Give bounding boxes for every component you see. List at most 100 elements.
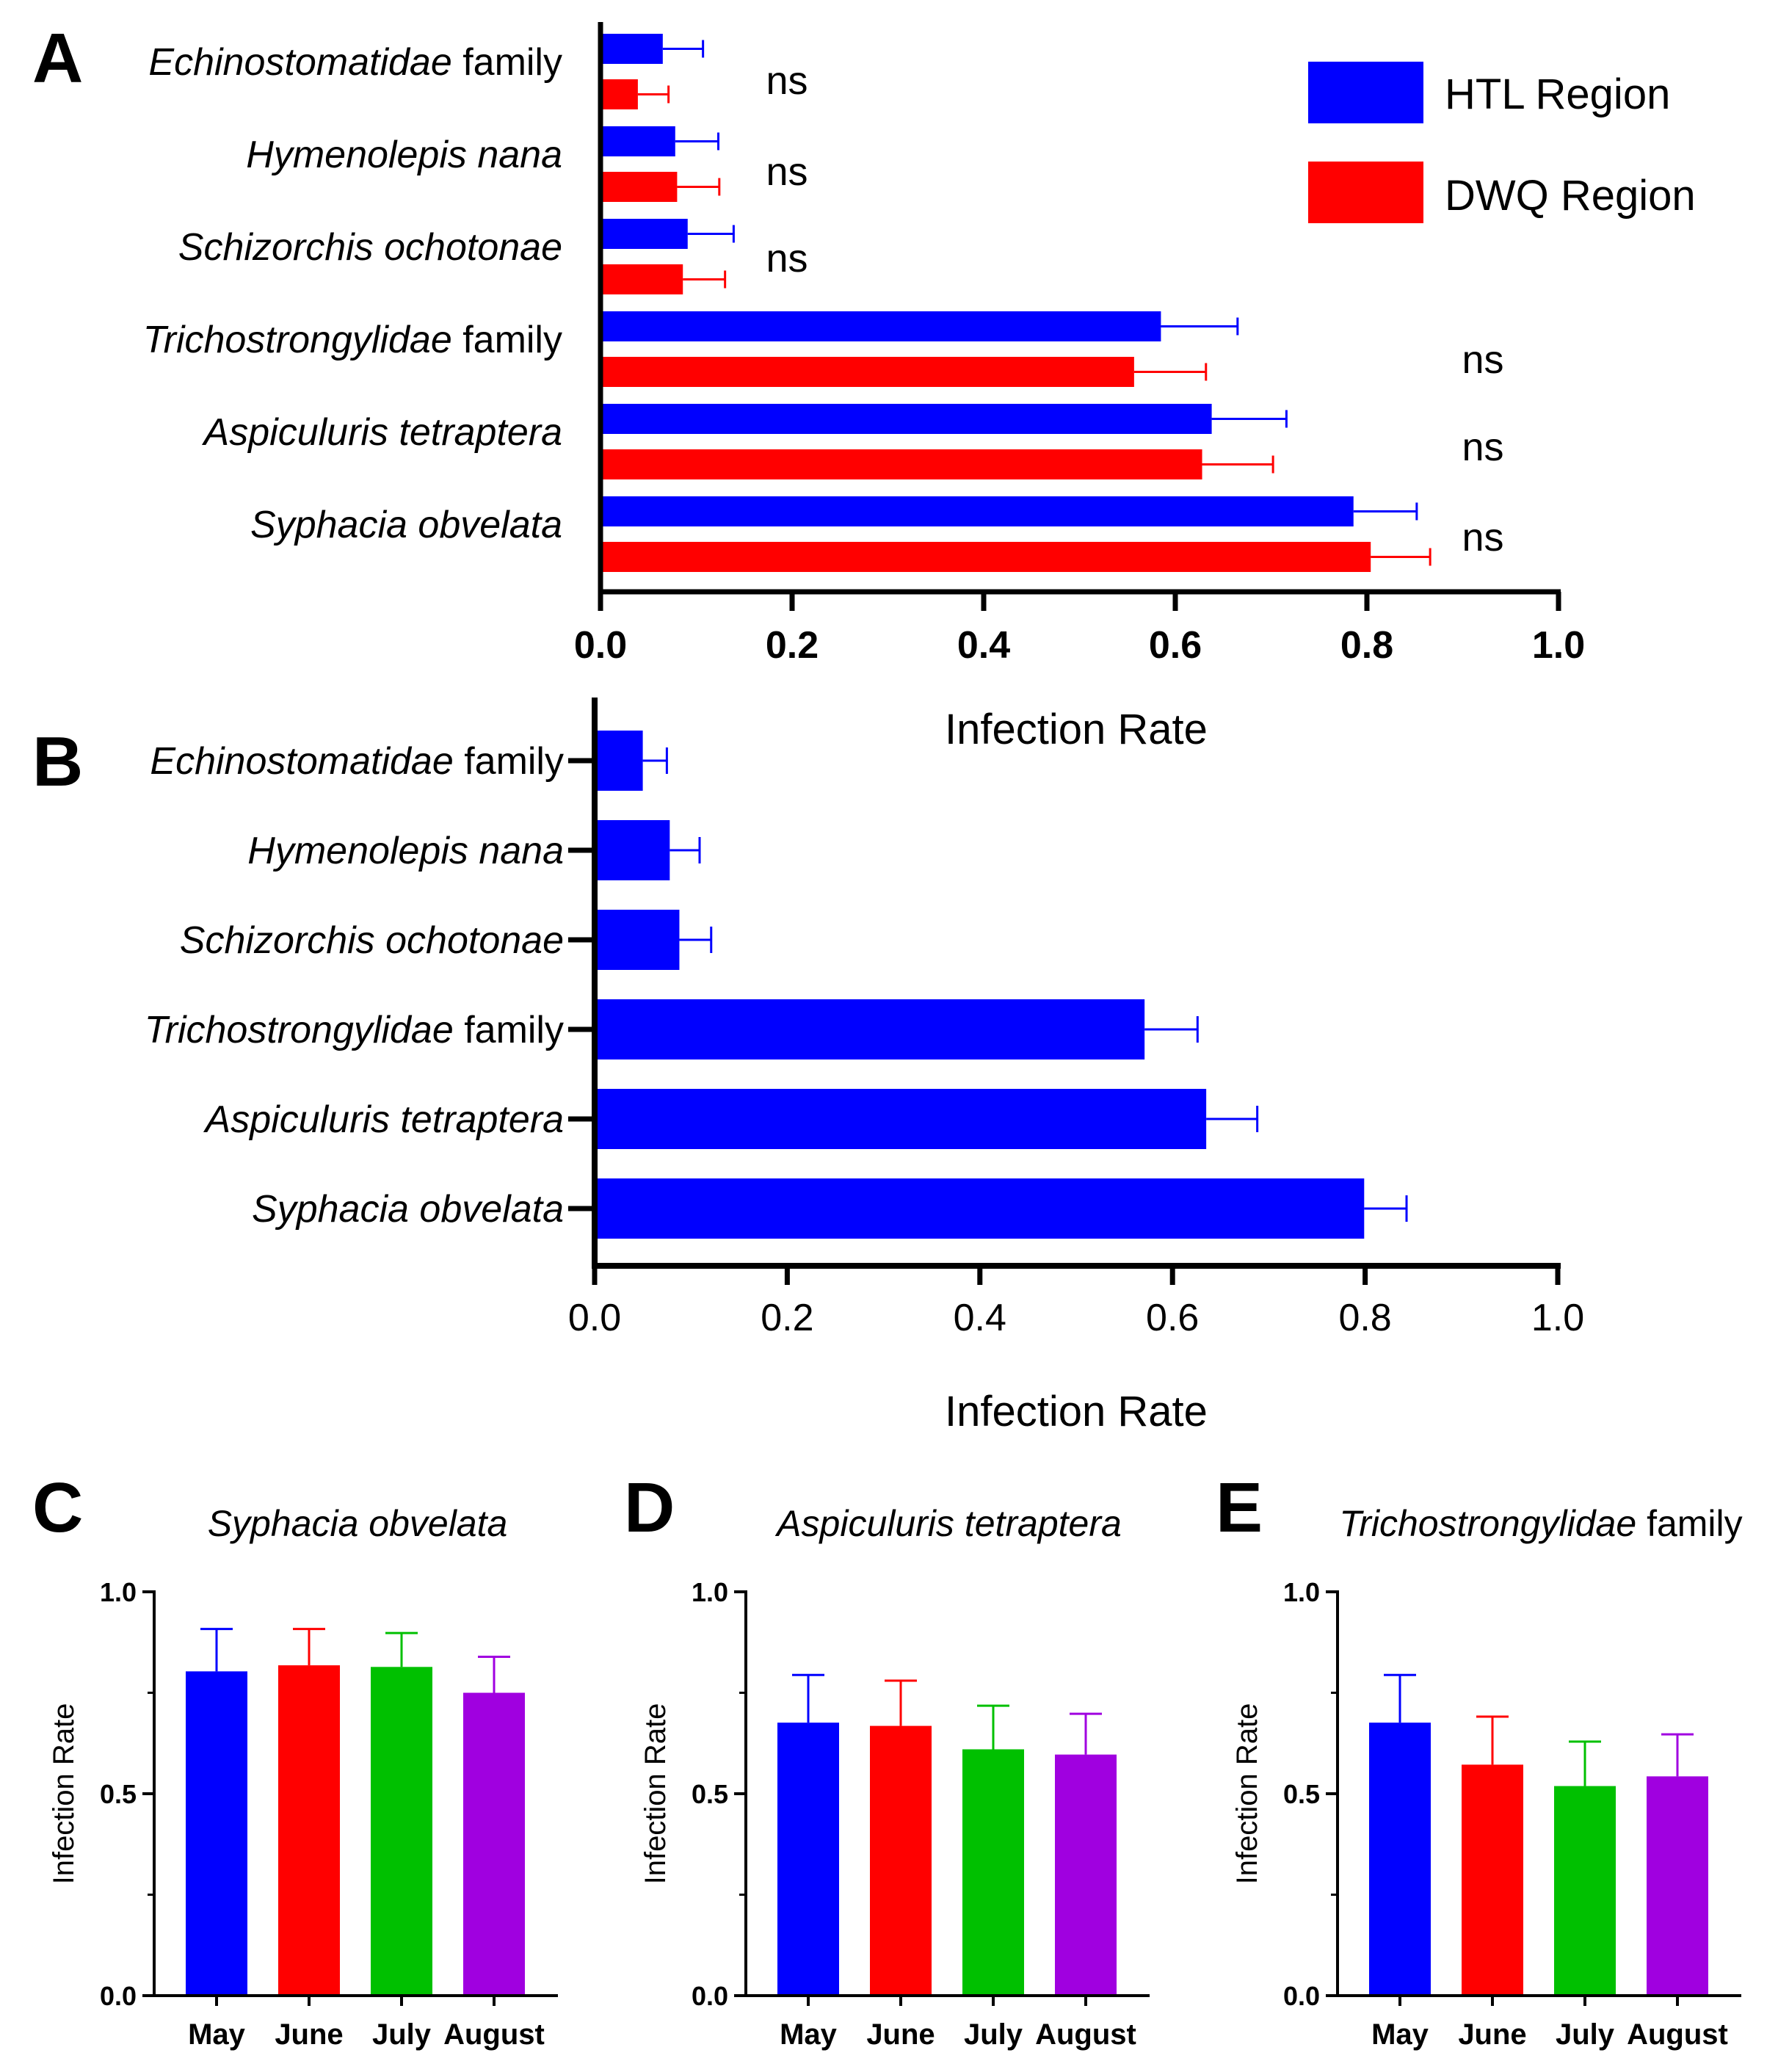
category-label-a-suffix: family: [452, 319, 562, 361]
bar-b: [595, 910, 680, 970]
x-tick-label-e: July: [1556, 2018, 1615, 2051]
error-bar-c: [293, 1628, 325, 1666]
x-tick-label-b: 0.6: [1146, 1297, 1199, 1339]
x-tick-label-c: July: [372, 2018, 432, 2051]
error-bar-dwq: [1202, 455, 1274, 474]
bar-d: [777, 1723, 839, 1996]
chart-title-species-d: Aspiculuris tetraptera: [774, 1503, 1122, 1544]
x-tick-label-b: 0.2: [761, 1297, 813, 1339]
x-tick-label-c: August: [443, 2018, 545, 2051]
error-bar-htl: [675, 132, 720, 151]
bar-htl: [600, 34, 663, 64]
bar-e: [1462, 1764, 1523, 1996]
chart-title-c: Syphacia obvelata: [208, 1503, 508, 1544]
category-label-b-species: Trichostrongylidae: [145, 1009, 454, 1051]
error-bar-htl: [687, 225, 735, 243]
panel-letter-c: C: [32, 1468, 83, 1547]
bar-dwq: [600, 79, 638, 109]
category-label-a: Trichostrongylidae family: [143, 319, 562, 361]
category-label-a-species: Echinostomatidae: [148, 41, 451, 84]
error-bar-e: [1476, 1715, 1509, 1765]
y-tick-label-e: 0.0: [1283, 1981, 1320, 2011]
category-label-a: Syphacia obvelata: [250, 504, 562, 546]
bar-c: [463, 1692, 525, 1996]
y-tick-label-d: 1.0: [692, 1577, 728, 1607]
x-axis-title-b: Infection Rate: [945, 1388, 1208, 1435]
x-tick-label-d: June: [866, 2018, 935, 2051]
y-tick-label-d: 0.5: [692, 1779, 728, 1809]
panel-letter-a: A: [32, 19, 83, 98]
bar-htl: [600, 126, 675, 156]
x-tick-label-b: 0.8: [1338, 1297, 1391, 1339]
category-label-b: Syphacia obvelata: [252, 1188, 564, 1231]
bar-e: [1369, 1723, 1431, 1996]
error-bar-d: [885, 1679, 917, 1726]
error-bar-e: [1384, 1673, 1416, 1723]
category-label-b: Hymenolepis nana: [247, 830, 564, 872]
x-tick-label-a: 0.8: [1340, 624, 1393, 667]
category-label-b: Trichostrongylidae family: [145, 1009, 564, 1051]
x-tick-label-b: 0.0: [568, 1297, 621, 1339]
category-label-a-species: Syphacia obvelata: [250, 504, 562, 546]
error-bar-c: [200, 1628, 233, 1672]
category-label-a: Aspiculuris tetraptera: [202, 411, 562, 454]
bar-b: [595, 731, 643, 791]
x-tick-label-b: 1.0: [1531, 1297, 1584, 1339]
significance-label: ns: [766, 150, 808, 194]
error-bar-dwq: [1371, 548, 1432, 566]
significance-label: ns: [1462, 515, 1503, 559]
bar-c: [186, 1671, 247, 1996]
x-tick-label-b: 0.4: [954, 1297, 1006, 1339]
category-label-b: Echinostomatidae family: [150, 740, 564, 783]
category-label-a: Schizorchis ochotonae: [178, 226, 562, 269]
y-tick-label-c: 0.0: [100, 1981, 137, 2011]
legend-swatch-htl: [1308, 62, 1423, 123]
bar-c: [371, 1667, 432, 1996]
error-bar-e: [1661, 1733, 1694, 1777]
category-label-b-species: Echinostomatidae: [150, 740, 453, 783]
category-label-a-suffix: family: [452, 41, 562, 84]
x-tick-label-c: June: [275, 2018, 343, 2051]
x-tick-label-a: 0.4: [957, 624, 1010, 667]
x-tick-label-e: June: [1458, 2018, 1526, 2051]
x-tick-label-a: 0.2: [766, 624, 819, 667]
error-bar-htl: [1161, 317, 1239, 336]
error-bar-htl: [662, 40, 705, 58]
legend-swatch-dwq: [1308, 162, 1423, 223]
bar-b: [595, 1089, 1207, 1149]
error-bar-b: [1206, 1106, 1259, 1132]
bar-htl: [600, 311, 1161, 341]
legend-label-dwq: DWQ Region: [1445, 172, 1696, 220]
category-label-b-species: Syphacia obvelata: [252, 1188, 564, 1231]
category-label-a: Hymenolepis nana: [246, 134, 562, 176]
chart-title-suffix-e: family: [1636, 1503, 1742, 1544]
category-label-b-species: Schizorchis ochotonae: [180, 919, 564, 962]
x-tick-label-d: July: [964, 2018, 1023, 2051]
bar-d: [870, 1725, 932, 1996]
significance-label: ns: [1462, 338, 1503, 382]
bar-b: [595, 1178, 1365, 1239]
error-bar-b: [670, 837, 701, 863]
error-bar-c: [385, 1631, 418, 1667]
category-label-a-species: Hymenolepis nana: [246, 134, 562, 176]
y-axis-title-d: Infection Rate: [639, 1703, 672, 1885]
y-tick-label-e: 0.5: [1283, 1779, 1320, 1809]
bar-e: [1554, 1786, 1616, 1996]
panel-letter-e: E: [1216, 1468, 1263, 1547]
error-bar-dwq: [637, 85, 670, 104]
significance-label: ns: [766, 236, 808, 280]
x-tick-label-d: May: [780, 2018, 838, 2051]
bar-htl: [600, 404, 1212, 434]
error-bar-b: [1144, 1016, 1199, 1043]
x-tick-label-a: 0.0: [574, 624, 627, 667]
bar-dwq: [600, 542, 1371, 572]
bar-dwq: [600, 264, 683, 294]
error-bar-e: [1569, 1740, 1601, 1786]
panel-letter-d: D: [624, 1468, 675, 1547]
y-axis-title-c: Infection Rate: [48, 1703, 80, 1885]
chart-title-e: Trichostrongylidae family: [1339, 1503, 1742, 1544]
bar-b: [595, 820, 670, 880]
category-label-b-species: Hymenolepis nana: [247, 830, 564, 872]
error-bar-b: [642, 747, 668, 774]
